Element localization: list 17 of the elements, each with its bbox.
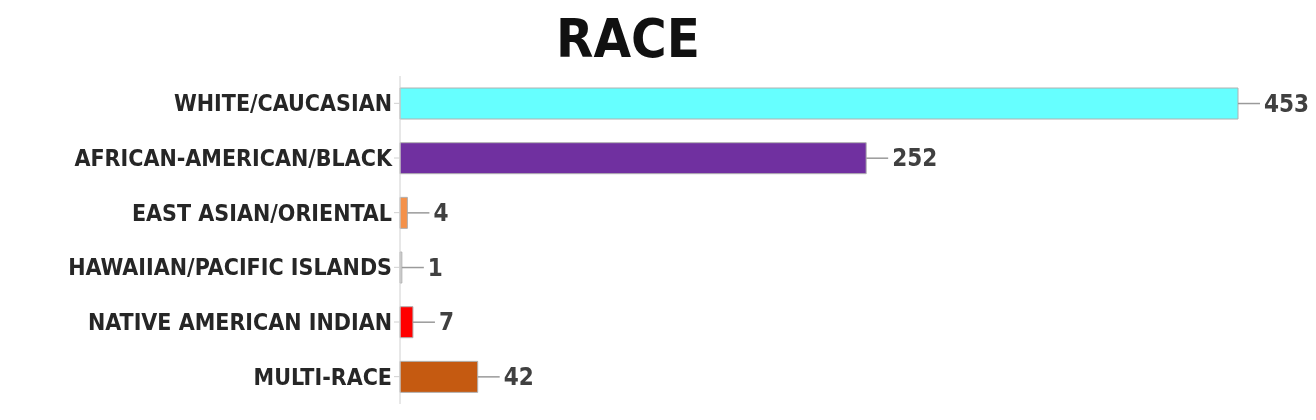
bar: [399, 306, 414, 339]
y-tick-label: AFRICAN-AMERICAN/BLACK: [74, 145, 393, 172]
y-tick-label: EAST ASIAN/ORIENTAL: [131, 199, 392, 226]
bar: [399, 360, 479, 393]
chart-title: RACE: [555, 7, 701, 70]
y-tick-label: NATIVE AMERICAN INDIAN: [87, 309, 392, 336]
data-label: 1: [427, 253, 443, 282]
bar: [399, 142, 867, 175]
y-tick-label: HAWAIIAN/PACIFIC ISLANDS: [68, 254, 392, 281]
data-label: 4: [433, 198, 449, 227]
y-tick-label: WHITE/CAUCASIAN: [173, 90, 392, 117]
data-label: 252: [892, 144, 938, 173]
data-label: 42: [503, 362, 534, 391]
y-tick-label: MULTI-RACE: [253, 363, 392, 390]
data-label: 453: [1264, 89, 1310, 118]
data-label: 7: [438, 308, 454, 337]
bar: [399, 87, 1239, 120]
